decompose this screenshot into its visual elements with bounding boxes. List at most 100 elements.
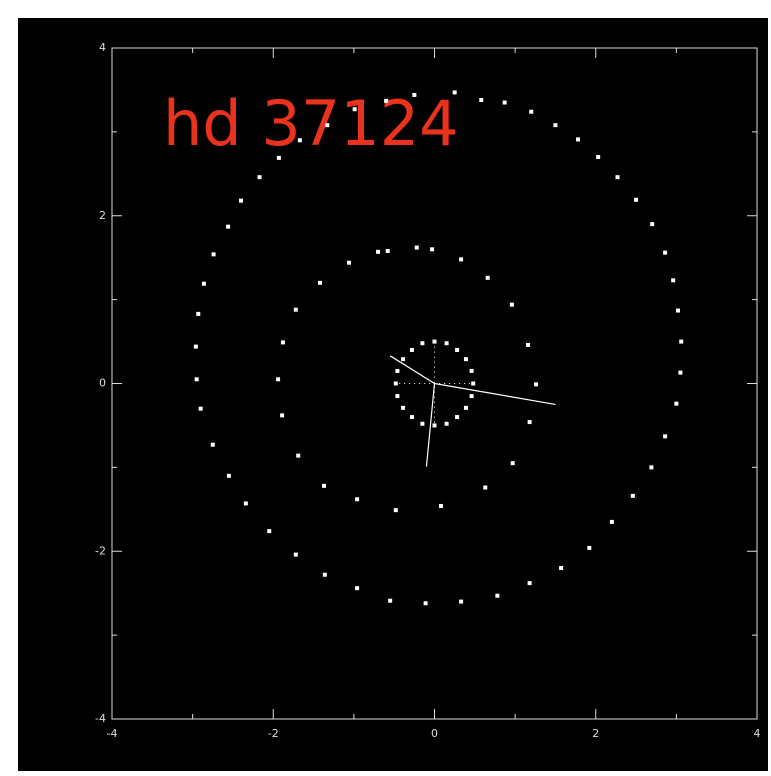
point	[679, 339, 684, 344]
vector-line	[434, 382, 556, 406]
point	[385, 248, 390, 253]
x-tick-label: -2	[268, 727, 279, 740]
point	[485, 275, 490, 280]
point	[649, 465, 654, 470]
point	[634, 197, 639, 202]
point	[459, 257, 464, 262]
point	[325, 123, 330, 128]
point	[444, 421, 449, 426]
point	[409, 347, 414, 352]
point	[276, 377, 281, 382]
point	[529, 109, 534, 114]
point	[526, 342, 531, 347]
point	[384, 98, 389, 103]
point	[671, 278, 676, 283]
point	[293, 552, 298, 557]
point	[201, 281, 206, 286]
point	[347, 260, 352, 265]
chart-title: hd 37124	[163, 87, 459, 160]
point	[412, 92, 417, 97]
point	[510, 461, 515, 466]
point	[495, 593, 500, 598]
point	[675, 308, 680, 313]
point	[393, 381, 398, 386]
point	[452, 90, 457, 95]
point	[463, 405, 468, 410]
point	[483, 485, 488, 490]
point	[553, 123, 558, 128]
x-tick-label: -4	[107, 727, 118, 740]
point	[296, 453, 301, 458]
point	[527, 581, 532, 586]
point	[322, 572, 327, 577]
point	[198, 406, 203, 411]
point	[401, 357, 406, 362]
y-tick-label: 4	[99, 41, 106, 54]
point	[293, 307, 298, 312]
background	[18, 18, 768, 771]
point	[479, 98, 484, 103]
point	[420, 421, 425, 426]
point	[211, 252, 216, 257]
point	[395, 368, 400, 373]
point	[297, 138, 302, 143]
point	[196, 311, 201, 316]
point	[432, 423, 437, 428]
x-tick-label: 0	[431, 727, 438, 740]
point	[280, 413, 285, 418]
vector-line	[389, 355, 435, 385]
point	[257, 175, 262, 180]
point	[596, 155, 601, 160]
point	[239, 198, 243, 203]
point	[226, 224, 231, 229]
point	[388, 598, 393, 603]
point	[559, 566, 564, 571]
point	[355, 497, 360, 502]
point	[576, 137, 581, 142]
point	[409, 415, 414, 420]
point	[463, 357, 468, 362]
point	[322, 483, 327, 488]
point	[674, 401, 679, 406]
point	[355, 586, 360, 591]
x-tick-label: 2	[592, 727, 599, 740]
point	[502, 100, 507, 105]
point	[509, 302, 514, 307]
point	[430, 247, 435, 252]
point	[393, 508, 398, 513]
point	[276, 155, 281, 160]
vector-line	[425, 383, 436, 467]
point	[630, 493, 635, 498]
point	[267, 529, 272, 534]
point	[469, 368, 474, 373]
x-tick-label: 4	[754, 727, 761, 740]
point	[444, 341, 449, 346]
y-tick-label: 2	[99, 209, 106, 222]
point	[318, 280, 323, 285]
y-tick-label: -2	[95, 544, 106, 557]
point	[663, 434, 668, 439]
point	[210, 442, 215, 447]
point	[395, 394, 400, 399]
point	[423, 601, 428, 606]
point	[527, 420, 532, 425]
y-tick-label: 0	[99, 377, 106, 390]
point	[194, 377, 199, 382]
point	[587, 545, 592, 550]
point	[226, 473, 231, 478]
point	[609, 519, 614, 524]
point	[459, 599, 464, 604]
point	[678, 370, 683, 375]
point	[650, 222, 655, 227]
point	[193, 344, 198, 349]
point	[471, 381, 476, 386]
point	[243, 501, 248, 506]
point	[534, 382, 539, 387]
point	[420, 341, 425, 346]
point	[663, 250, 668, 255]
point	[469, 394, 474, 399]
y-tick-label: -4	[95, 712, 106, 725]
point	[376, 249, 381, 254]
point	[280, 340, 285, 345]
